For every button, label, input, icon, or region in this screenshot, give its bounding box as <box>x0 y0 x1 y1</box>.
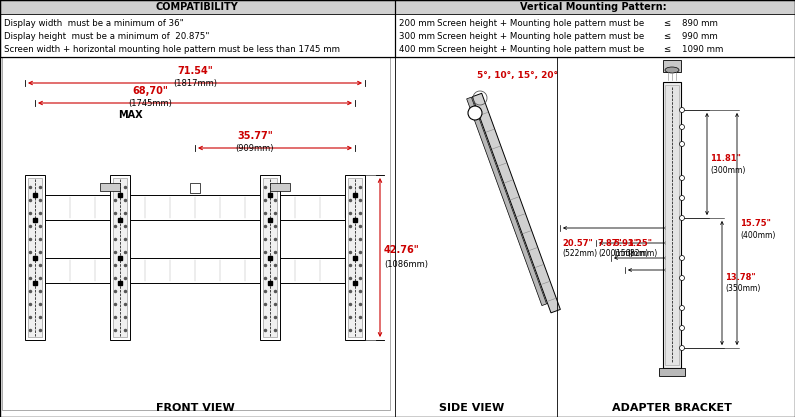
Bar <box>0 14 795 57</box>
Bar <box>663 82 681 368</box>
Text: 71.54": 71.54" <box>177 66 213 76</box>
Bar <box>0 0 395 14</box>
Text: ≤: ≤ <box>663 45 670 53</box>
Text: 1090 mm: 1090 mm <box>682 45 723 53</box>
Circle shape <box>680 276 684 281</box>
Ellipse shape <box>665 67 679 73</box>
Circle shape <box>680 125 684 130</box>
Text: (1817mm): (1817mm) <box>173 79 217 88</box>
Text: 300 mm: 300 mm <box>399 32 435 40</box>
Bar <box>0 0 395 57</box>
Text: Display width  must be a minimum of 36": Display width must be a minimum of 36" <box>4 18 184 28</box>
Text: Screen height + Mounting hole pattern must be: Screen height + Mounting hole pattern mu… <box>437 32 644 40</box>
Text: 68,70": 68,70" <box>132 86 168 96</box>
Circle shape <box>680 256 684 261</box>
Text: FRONT VIEW: FRONT VIEW <box>156 403 235 413</box>
Circle shape <box>680 176 684 181</box>
Bar <box>25 195 365 220</box>
Text: Vertical Mounting Pattern:: Vertical Mounting Pattern: <box>520 2 666 12</box>
Bar <box>260 175 280 340</box>
Bar <box>25 175 45 340</box>
Text: 11.81": 11.81" <box>710 153 741 163</box>
Circle shape <box>680 216 684 221</box>
Bar <box>0 0 795 57</box>
Text: 3.25": 3.25" <box>627 239 652 248</box>
Text: 13.78": 13.78" <box>725 272 755 281</box>
Circle shape <box>680 326 684 331</box>
Text: 15.75": 15.75" <box>740 219 771 228</box>
Text: COMPATIBILITY: COMPATIBILITY <box>156 2 238 12</box>
Text: Screen height + Mounting hole pattern must be: Screen height + Mounting hole pattern mu… <box>437 45 644 53</box>
Bar <box>113 178 127 337</box>
Text: (522mm): (522mm) <box>562 249 597 258</box>
Text: 200 mm: 200 mm <box>399 18 435 28</box>
Text: ADAPTER BRACKET: ADAPTER BRACKET <box>612 403 732 413</box>
Text: Display height  must be a minimum of  20.875": Display height must be a minimum of 20.8… <box>4 32 210 40</box>
Circle shape <box>680 108 684 113</box>
Text: 5.91": 5.91" <box>613 239 638 248</box>
Bar <box>25 258 365 283</box>
Circle shape <box>680 196 684 201</box>
Text: 7.87": 7.87" <box>598 239 622 248</box>
Text: 890 mm: 890 mm <box>682 18 718 28</box>
Text: (1086mm): (1086mm) <box>384 260 428 269</box>
Text: (400mm): (400mm) <box>740 231 775 239</box>
Text: 20.57": 20.57" <box>562 239 593 248</box>
Text: Screen height + Mounting hole pattern must be: Screen height + Mounting hole pattern mu… <box>437 18 644 28</box>
Bar <box>2 57 390 410</box>
Text: (82mm): (82mm) <box>627 249 657 258</box>
Circle shape <box>468 106 482 120</box>
Bar <box>663 60 681 72</box>
Bar <box>659 368 685 376</box>
Bar <box>665 85 679 365</box>
Text: (1745mm): (1745mm) <box>128 99 172 108</box>
Text: (350mm): (350mm) <box>725 284 760 294</box>
Text: (300mm): (300mm) <box>710 166 746 174</box>
Text: 990 mm: 990 mm <box>682 32 718 40</box>
Circle shape <box>680 306 684 311</box>
Bar <box>28 178 42 337</box>
Text: 400 mm: 400 mm <box>399 45 435 53</box>
Bar <box>395 0 795 57</box>
Polygon shape <box>472 93 560 313</box>
Bar <box>348 178 362 337</box>
Bar <box>190 183 200 193</box>
Bar <box>345 175 365 340</box>
Bar <box>395 0 795 14</box>
Circle shape <box>680 141 684 146</box>
Bar <box>110 175 130 340</box>
Text: ≤: ≤ <box>663 18 670 28</box>
Circle shape <box>680 346 684 351</box>
Bar <box>270 183 290 191</box>
Polygon shape <box>467 97 547 306</box>
Text: Screen width + horizontal mounting hole pattern must be less than 1745 mm: Screen width + horizontal mounting hole … <box>4 45 340 53</box>
Text: ≤: ≤ <box>663 32 670 40</box>
Text: (200mm): (200mm) <box>598 249 634 258</box>
Text: 5°, 10°, 15°, 20°: 5°, 10°, 15°, 20° <box>477 70 558 80</box>
Text: (909mm): (909mm) <box>236 144 274 153</box>
Text: 35.77": 35.77" <box>237 131 273 141</box>
Bar <box>100 183 120 191</box>
Text: MAX: MAX <box>118 110 142 120</box>
Bar <box>263 178 277 337</box>
Text: (150mm): (150mm) <box>613 249 648 258</box>
Text: SIDE VIEW: SIDE VIEW <box>440 403 505 413</box>
Text: 42.76": 42.76" <box>384 244 420 254</box>
